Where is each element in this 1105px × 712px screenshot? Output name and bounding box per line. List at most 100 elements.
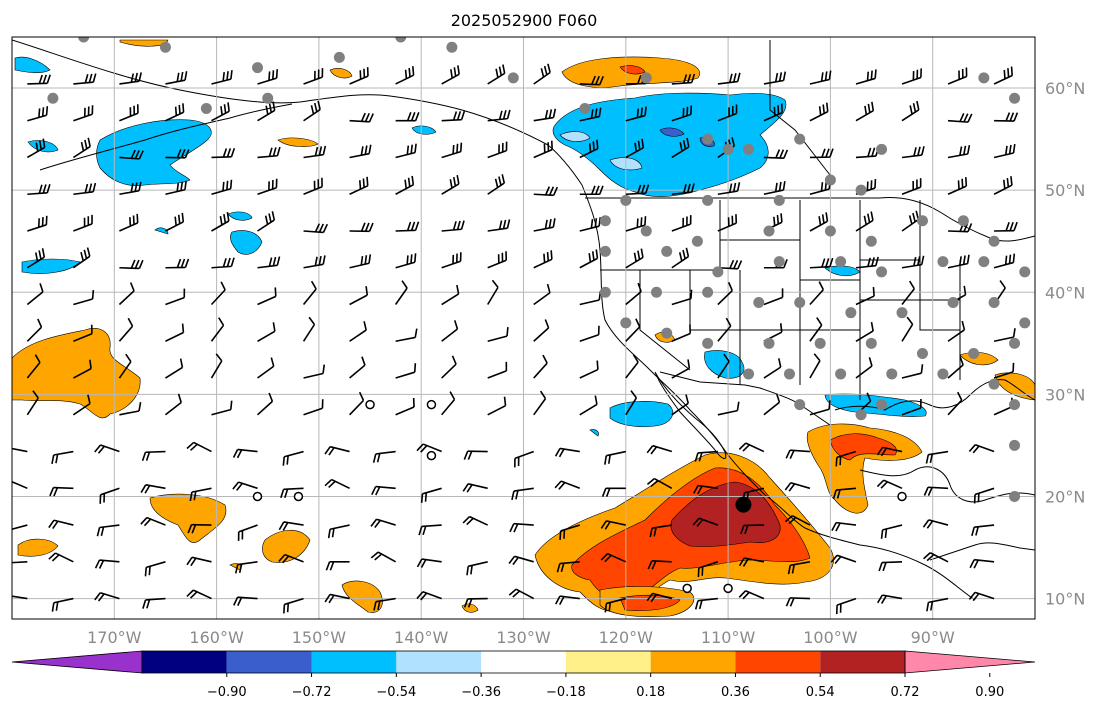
wind-barb — [901, 316, 914, 342]
station-dot — [978, 256, 990, 268]
wind-barb — [349, 254, 372, 269]
wind-barb — [463, 450, 488, 460]
coastline-aleutians — [39, 103, 293, 171]
wind-barb — [717, 353, 730, 379]
station-dot — [876, 399, 888, 411]
colorbar-extend-low — [11, 650, 143, 674]
station-dot — [845, 307, 857, 319]
station-dot — [661, 327, 673, 339]
wind-barb — [738, 557, 765, 567]
wind-barb — [487, 279, 499, 305]
wind-barb — [27, 74, 51, 85]
wind-barb — [395, 112, 420, 122]
wind-barb — [514, 450, 535, 468]
wind-barb — [26, 354, 41, 379]
wind-barb — [901, 280, 916, 306]
coastline-alaska — [12, 39, 583, 186]
lon-tick-label: 100°W — [803, 628, 858, 647]
station-dot — [159, 41, 171, 53]
station-dot — [262, 92, 274, 104]
wind-barb — [487, 361, 508, 379]
wind-barb — [901, 364, 924, 379]
lat-tick-label: 50°N — [1045, 181, 1085, 200]
wind-barb — [671, 183, 695, 196]
wind-barb — [625, 354, 639, 379]
wind-barb — [671, 215, 692, 232]
wind-barb — [324, 445, 350, 456]
wind-barb — [923, 552, 949, 563]
wind-barb — [855, 287, 875, 306]
wind-barb — [49, 486, 74, 497]
wind-barb — [968, 591, 995, 602]
wind-barb — [876, 446, 903, 457]
wind-barb — [51, 597, 74, 612]
wind-barb — [349, 222, 374, 233]
wind-barb — [211, 179, 233, 196]
wind-barb — [416, 590, 442, 601]
wind-barb — [830, 554, 857, 565]
station-dot — [855, 409, 867, 421]
wind-barb — [140, 516, 166, 527]
wind-barb — [671, 324, 692, 343]
wind-barb — [186, 441, 212, 453]
longitude-tick-labels: 170°W 160°W 150°W 140°W 130°W 120°W 110°W 100°W… — [87, 628, 955, 647]
shaded-area — [27, 140, 59, 153]
wind-barb — [947, 254, 970, 269]
wind-barb — [947, 145, 971, 159]
wind-barb — [508, 588, 535, 600]
station-dot — [1009, 399, 1021, 411]
colorbar-segment — [142, 651, 227, 673]
wind-barb — [487, 251, 508, 269]
colorbar-label: 0.72 — [891, 685, 920, 700]
wind-barb — [809, 70, 832, 85]
wind-barb — [487, 64, 506, 85]
wind-barb — [579, 139, 599, 159]
shaded-area — [461, 603, 479, 613]
wind-barb — [533, 186, 559, 197]
station-dot — [1019, 266, 1031, 278]
shaded-area — [341, 580, 383, 613]
wind-barb — [922, 519, 949, 529]
wind-barb — [165, 212, 185, 232]
colorbar-segment — [481, 651, 566, 673]
wind-barb — [717, 182, 741, 196]
station-dot — [743, 368, 755, 380]
wind-barb — [809, 317, 823, 342]
border-canada-alaska — [769, 40, 831, 176]
wind-barb — [12, 561, 28, 564]
station-dot — [794, 133, 806, 145]
shaded-area — [14, 56, 51, 74]
wind-barb — [763, 71, 787, 85]
wind-barb — [211, 148, 236, 159]
station-dot — [507, 72, 519, 84]
wind-barb — [832, 487, 857, 499]
wind-barb — [625, 216, 647, 232]
wind-barb — [349, 67, 369, 85]
wind-barb — [303, 399, 324, 416]
shaded-area — [277, 137, 319, 147]
station-dot — [579, 102, 591, 114]
wind-barb — [94, 591, 120, 602]
station-dot — [599, 215, 611, 227]
colorbar-segment — [735, 651, 821, 673]
shaded-area — [659, 127, 685, 137]
station-dot — [1009, 490, 1021, 502]
wind-barb — [441, 252, 462, 269]
station-dot — [865, 235, 877, 247]
wind-barb — [647, 559, 672, 570]
wind-barb — [901, 146, 925, 159]
wind-barb — [257, 101, 276, 122]
wind-barb — [692, 517, 719, 527]
wind-barb — [211, 211, 230, 232]
wind-barb — [901, 255, 925, 269]
wind-barb — [118, 353, 132, 379]
wind-barb — [257, 256, 281, 269]
calm-circle — [293, 491, 304, 502]
station-dot — [200, 102, 212, 114]
station-dot — [824, 174, 836, 186]
station-dot — [978, 72, 990, 84]
wind-barb — [738, 590, 765, 600]
station-dot — [1009, 337, 1021, 349]
colorbar-label: −0.90 — [207, 685, 247, 700]
